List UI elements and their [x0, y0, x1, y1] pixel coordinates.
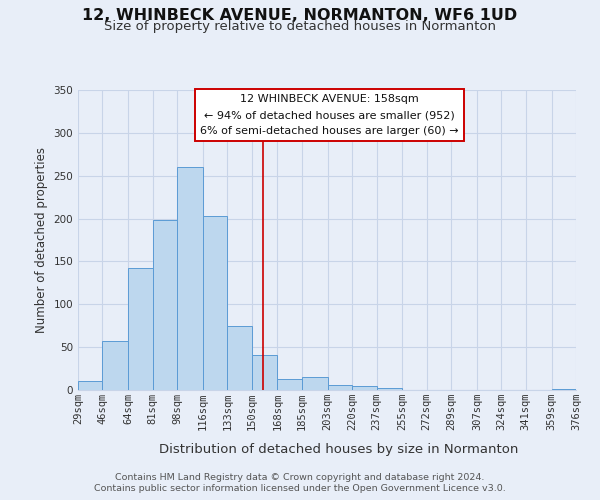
Bar [203, 216, 227, 390]
Bar [177, 167, 203, 390]
Bar [302, 377, 328, 390]
Text: 12 WHINBECK AVENUE: 158sqm
← 94% of detached houses are smaller (952)
6% of semi: 12 WHINBECK AVENUE: 158sqm ← 94% of deta… [200, 94, 459, 136]
Bar [78, 382, 103, 390]
Bar [251, 355, 277, 390]
Bar [377, 388, 403, 390]
Bar [352, 386, 377, 390]
Text: 12, WHINBECK AVENUE, NORMANTON, WF6 1UD: 12, WHINBECK AVENUE, NORMANTON, WF6 1UD [82, 8, 518, 22]
Bar [551, 389, 576, 390]
Bar [128, 268, 152, 390]
Y-axis label: Number of detached properties: Number of detached properties [35, 147, 48, 333]
Bar [277, 379, 302, 390]
Text: Size of property relative to detached houses in Normanton: Size of property relative to detached ho… [104, 20, 496, 33]
Bar [227, 326, 251, 390]
Bar [103, 341, 128, 390]
Text: Contains HM Land Registry data © Crown copyright and database right 2024.: Contains HM Land Registry data © Crown c… [115, 472, 485, 482]
Bar [328, 385, 352, 390]
Text: Contains public sector information licensed under the Open Government Licence v3: Contains public sector information licen… [94, 484, 506, 493]
Bar [152, 220, 177, 390]
Text: Distribution of detached houses by size in Normanton: Distribution of detached houses by size … [160, 442, 518, 456]
